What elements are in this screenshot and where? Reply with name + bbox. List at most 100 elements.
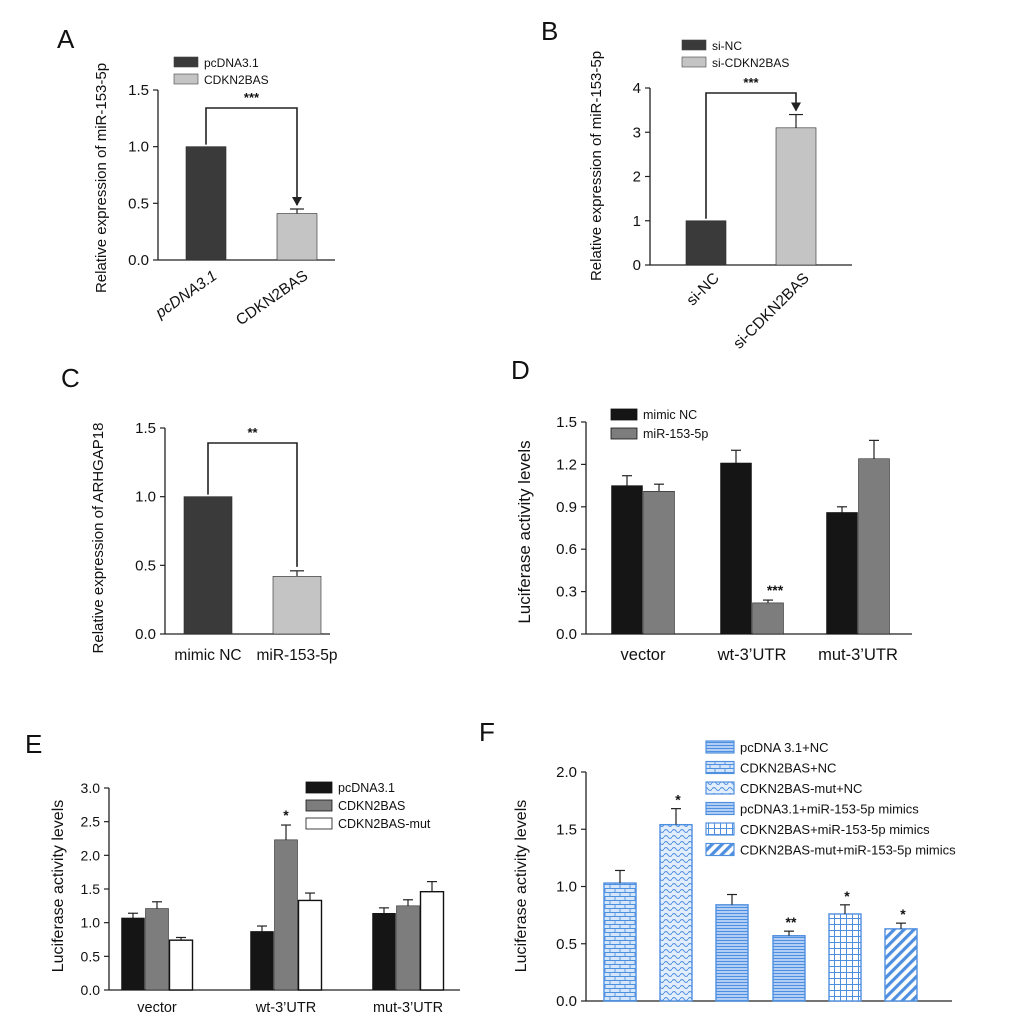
y-axis-label: Relative expression of miR-153-5p: [588, 51, 605, 281]
y-tick-label: 1.2: [556, 456, 577, 473]
panel-label-F: F: [479, 717, 495, 747]
legend-swatch-pcdna3-1: [305, 781, 333, 794]
significance-bracket: [207, 442, 298, 567]
y-tick-label: 2: [633, 169, 641, 186]
y-tick-label: 0.0: [135, 626, 156, 643]
chart-panel-e: 0.0 0.5 1.0 1.5 2.0 2.5 3.0 Luciferase activity…: [50, 780, 460, 1016]
y-axis-label: Luciferase activity levels: [515, 440, 534, 623]
x-tick-label-wt-3-utr: wt-3’UTR: [717, 646, 787, 664]
y-tick-label: 1.0: [128, 139, 149, 156]
bar-vector-cdkn2bas-mut: [168, 939, 194, 991]
bar-vector-mir-153-5p: [643, 491, 675, 635]
bar-mut-3-utr-pcdna3-1: [372, 912, 396, 991]
y-tick-label: 0.5: [128, 195, 149, 212]
significance-label: **: [247, 425, 258, 440]
legend-swatch-pcdna3-1: [173, 56, 199, 68]
legend-label-mir-153-5p: miR-153-5p: [643, 427, 708, 441]
legend-swatch-cdkn2bas: [173, 73, 199, 85]
legend-swatch-pcdna-3-1-nc: [705, 740, 735, 754]
bar-mimic-nc: [183, 496, 233, 635]
chart-panel-b: 0 1 2 3 4 Relative expression of miR-153-5p si…: [588, 39, 852, 352]
bar-mut-3-utr-mir-153-5p: [858, 458, 890, 635]
significance-bracket: [705, 92, 797, 219]
chart-panel-c: 0.0 0.5 1.0 1.5 Relative expression of ARHGA…: [90, 420, 337, 664]
y-tick-label: 0.5: [556, 936, 577, 953]
legend-label-cdkn2bas: CDKN2BAS: [338, 799, 405, 813]
y-tick-label: 1: [633, 213, 641, 230]
bar-mut-3-utr-mimic-nc: [826, 512, 858, 635]
bar-pcdna3-1-mir-153-5p-mimics: [772, 935, 806, 1002]
x-tick-label-mut-3-utr: mut-3’UTR: [818, 646, 898, 664]
y-tick-label: 0.0: [556, 993, 577, 1010]
significance-label: ***: [767, 582, 784, 598]
y-tick-label: 1.5: [135, 420, 156, 437]
y-axis-label: Luciferase activity levels: [50, 800, 67, 973]
x-tick-label-pcdna3-1: pcDNA3.1: [152, 267, 220, 322]
legend-label-si-nc: si-NC: [712, 39, 742, 53]
legend-swatch-si-cdkn2bas: [681, 56, 707, 68]
significance-arrowhead: [292, 197, 302, 206]
x-tick-label-vector: vector: [621, 646, 666, 664]
bar-wt-3-utr-pcdna3-1: [250, 931, 274, 991]
chart-panel-d: 0.0 0.3 0.6 0.9 1.2 1.5 Luciferase activity le…: [515, 408, 912, 664]
y-tick-label: 1.5: [556, 821, 577, 838]
bar-wt-3-utr-cdkn2bas-mut: [297, 899, 323, 991]
legend-swatch-cdkn2bas-mir-153-5p-mimics: [705, 822, 735, 836]
y-tick-label: 1.5: [128, 82, 149, 99]
significance-label: *: [900, 906, 906, 922]
legend-label-cdkn2bas-mut-mir-153-5p-mimics: CDKN2BAS-mut+miR-153-5p mimics: [740, 843, 956, 858]
bar-si-nc: [685, 220, 727, 266]
legend-label-si-cdkn2bas: si-CDKN2BAS: [712, 56, 789, 70]
bar-wt-3-utr-cdkn2bas: [274, 839, 298, 991]
y-tick-label: 0.9: [556, 499, 577, 516]
bar-wt-3-utr-mimic-nc: [720, 462, 752, 635]
legend-label-cdkn2bas-mut-nc: CDKN2BAS-mut+NC: [740, 781, 862, 796]
y-tick-label: 0.0: [128, 252, 149, 269]
significance-label: **: [786, 914, 797, 930]
significance-label: *: [844, 888, 850, 904]
legend-label-pcdna3-1: pcDNA3.1: [338, 781, 395, 795]
legend-label-pcdna3-1-mir-153-5p-mimics: pcDNA3.1+miR-153-5p mimics: [740, 802, 919, 817]
bar-mut-3-utr-cdkn2bas: [396, 905, 420, 991]
legend-label-cdkn2bas-mir-153-5p-mimics: CDKN2BAS+miR-153-5p mimics: [740, 822, 930, 837]
bar-cdkn2bas-mut-nc: [715, 904, 749, 1002]
legend-swatch-si-nc: [681, 39, 707, 51]
y-tick-label: 0.5: [135, 557, 156, 574]
y-tick-label: 1.5: [81, 881, 101, 897]
legend-label-cdkn2bas-nc: CDKN2BAS+NC: [740, 761, 836, 776]
bar-cdkn2bas: [276, 213, 318, 261]
panel-label-D: D: [511, 355, 530, 385]
chart-panel-f: 0.0 0.5 1.0 1.5 2.0 Luciferase activity level…: [513, 740, 956, 1010]
x-tick-label-si-nc: si-NC: [683, 270, 722, 309]
x-tick-label-vector: vector: [137, 1000, 177, 1016]
legend-swatch-cdkn2bas: [305, 799, 333, 812]
bar-cdkn2bas-nc: [659, 823, 693, 1002]
legend-label-pcdna3-1: pcDNA3.1: [204, 56, 259, 70]
bar-vector-mimic-nc: [611, 485, 643, 635]
legend-swatch-cdkn2bas-mut-mir-153-5p-mimics: [705, 842, 735, 857]
y-tick-label: 3: [633, 124, 641, 141]
legend-swatch-cdkn2bas-mut: [305, 817, 333, 830]
y-tick-label: 0.0: [556, 626, 577, 643]
significance-bracket: [205, 107, 298, 205]
bar-pcdna-3-1-nc: [603, 882, 637, 1002]
bar-vector-cdkn2bas: [145, 908, 169, 991]
bar-pcdna3-1: [185, 146, 227, 261]
panel-label-A: A: [57, 24, 75, 54]
bar-vector-pcdna3-1: [121, 917, 145, 991]
legend-label-pcdna-3-1-nc: pcDNA 3.1+NC: [740, 740, 829, 755]
legend-swatch-cdkn2bas-nc: [705, 760, 735, 775]
significance-label: ***: [743, 75, 759, 90]
panel-label-B: B: [541, 16, 558, 46]
x-tick-label-mir-153-5p: miR-153-5p: [257, 647, 338, 664]
x-tick-label-wt-3-utr: wt-3’UTR: [255, 1000, 316, 1016]
legend-label-cdkn2bas: CDKN2BAS: [204, 73, 269, 87]
significance-arrowhead: [791, 102, 801, 112]
y-axis-label: Relative expression of ARHGAP18: [90, 423, 107, 654]
y-tick-label: 4: [633, 80, 641, 97]
legend-label-mimic-nc: mimic NC: [643, 408, 697, 422]
x-tick-label-mimic-nc: mimic NC: [174, 647, 241, 664]
bar-mut-3-utr-cdkn2bas-mut: [419, 890, 445, 991]
y-axis-label: Relative expression of miR-153-5p: [93, 63, 110, 293]
